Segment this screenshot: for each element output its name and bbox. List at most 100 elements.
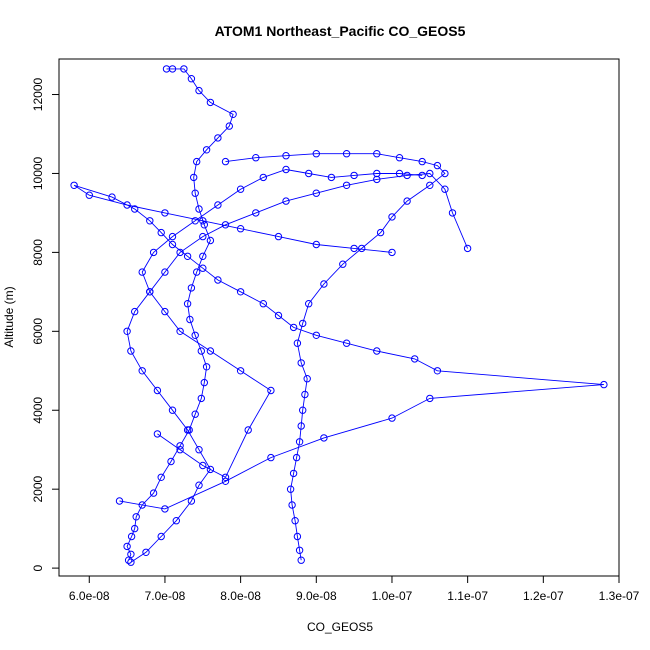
y-tick-label: 10000 — [31, 156, 45, 190]
chart-title: ATOM1 Northeast_Pacific CO_GEOS5 — [215, 23, 466, 39]
data-point — [293, 532, 302, 541]
series-line-4 — [73, 184, 604, 510]
data-point — [448, 209, 457, 217]
data-point — [297, 359, 305, 367]
data-point — [426, 181, 434, 190]
data-point — [214, 276, 222, 284]
data-point — [327, 173, 336, 182]
data-point — [299, 406, 307, 414]
data-point — [376, 228, 385, 237]
data-point — [191, 410, 199, 418]
data-point — [295, 546, 304, 554]
data-point — [157, 473, 165, 481]
data-point — [149, 489, 158, 497]
data-point — [127, 347, 135, 355]
y-axis: 0 2000 4000 6000 8000 10000 12000 — [31, 78, 60, 571]
data-point — [395, 169, 404, 178]
data-point — [244, 426, 252, 434]
data-point — [206, 98, 215, 107]
data-point — [286, 485, 295, 493]
data-point — [342, 181, 351, 190]
data-point — [282, 152, 290, 160]
data-point — [305, 300, 313, 308]
data-point — [289, 469, 298, 478]
data-point — [252, 209, 260, 217]
data-point — [167, 457, 175, 466]
data-point — [202, 363, 211, 371]
data-point — [187, 75, 196, 83]
y-tick-label: 4000 — [31, 397, 45, 424]
series-line-2 — [126, 173, 469, 563]
data-point — [411, 355, 419, 363]
data-point — [190, 173, 198, 182]
data-point — [193, 157, 201, 166]
data-point — [197, 347, 206, 355]
data-point — [123, 542, 131, 551]
data-point — [157, 532, 165, 541]
data-point — [350, 171, 358, 180]
data-point — [312, 189, 320, 197]
x-axis: 6.0e-08 7.0e-08 8.0e-08 9.0e-08 1.0e-07 1.1e-… — [69, 575, 640, 603]
data-point — [200, 221, 209, 229]
y-axis-label: Altitude (m) — [2, 286, 16, 347]
data-point — [157, 228, 165, 237]
data-point — [373, 150, 381, 158]
data-point — [161, 505, 169, 513]
data-point — [146, 217, 154, 225]
series-line-3 — [225, 153, 446, 561]
data-point — [153, 386, 162, 395]
data-point — [441, 185, 449, 193]
data-point — [195, 481, 203, 489]
data-point — [291, 517, 299, 525]
data-point — [301, 390, 309, 399]
x-tick-label: 6.0e-08 — [69, 589, 110, 603]
data-point — [274, 311, 283, 320]
data-point — [221, 477, 230, 485]
data-point — [199, 217, 207, 225]
data-point — [108, 193, 116, 201]
data-point — [197, 394, 206, 403]
data-point — [168, 240, 177, 249]
data-point — [162, 65, 171, 73]
y-tick-label: 2000 — [31, 476, 45, 503]
data-point — [297, 556, 305, 564]
data-point — [127, 558, 135, 566]
x-axis-label: CO_GEOS5 — [307, 620, 373, 634]
data-point — [312, 331, 320, 339]
data-point — [187, 497, 196, 505]
x-tick-label: 1.1e-07 — [447, 589, 488, 603]
data-point — [282, 165, 290, 174]
data-point — [131, 524, 139, 533]
y-tick-label: 8000 — [31, 239, 45, 266]
data-point — [180, 65, 188, 73]
data-point — [342, 150, 351, 158]
data-point — [388, 248, 396, 257]
data-point — [199, 461, 207, 470]
data-point — [172, 517, 181, 525]
series-line-1 — [126, 68, 234, 561]
data-point — [418, 171, 426, 180]
data-point — [214, 201, 222, 209]
data-point — [176, 442, 184, 450]
data-point — [236, 367, 245, 375]
data-point — [225, 122, 234, 130]
data-point — [282, 197, 290, 205]
data-point — [292, 453, 301, 462]
data-point — [305, 169, 313, 178]
data-point — [183, 300, 192, 308]
data-point — [463, 244, 472, 253]
data-point — [267, 386, 275, 395]
data-point — [183, 426, 192, 434]
data-point — [236, 185, 245, 193]
data-point — [388, 213, 396, 221]
data-point — [153, 430, 162, 438]
data-point — [236, 225, 245, 233]
data-point — [138, 367, 146, 375]
data-point — [191, 331, 199, 339]
data-point — [115, 497, 124, 505]
data-point — [373, 347, 381, 355]
data-point — [299, 319, 307, 328]
y-tick-label: 6000 — [31, 318, 45, 345]
data-point — [252, 154, 260, 162]
data-point — [373, 169, 381, 178]
